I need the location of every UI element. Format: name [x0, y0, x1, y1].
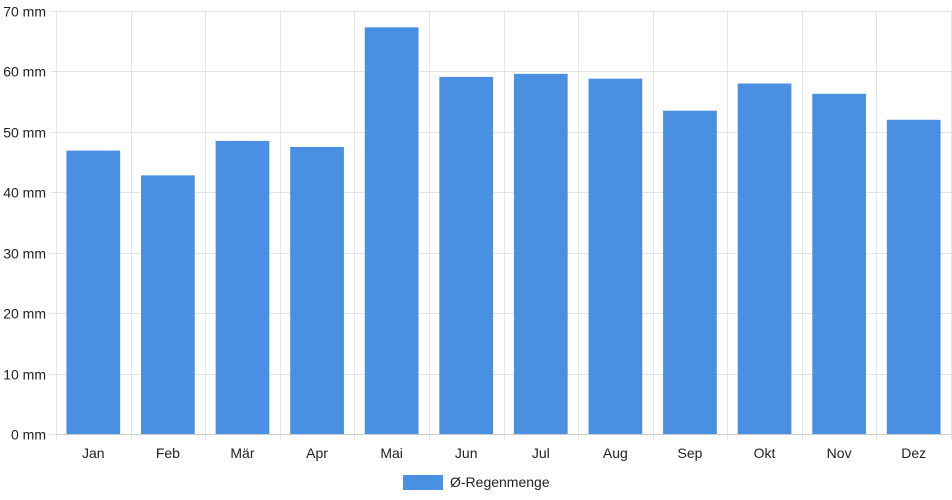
bar-apr[interactable] — [290, 146, 344, 434]
y-tick-label: 70 mm — [3, 4, 46, 20]
y-axis-ticks: 0 mm 10 mm 20 mm 30 mm 40 mm 50 mm 60 mm 70 mm — [3, 4, 46, 443]
bar-nov[interactable] — [812, 93, 866, 434]
legend-label: Ø-Regenmenge — [450, 474, 550, 490]
y-tick-label: 40 mm — [3, 185, 46, 201]
x-tick-label: Feb — [156, 445, 180, 461]
bar-dez[interactable] — [886, 119, 941, 435]
x-tick-label: Okt — [754, 445, 776, 461]
x-tick-label: Dez — [901, 445, 926, 461]
grid — [50, 11, 952, 440]
y-tick-label: 60 mm — [3, 64, 46, 80]
x-tick-label: Sep — [677, 445, 702, 461]
x-tick-label: Jun — [455, 445, 478, 461]
bars — [66, 27, 941, 435]
bar-mär[interactable] — [215, 140, 270, 434]
y-tick-label: 50 mm — [3, 125, 46, 141]
bar-mai[interactable] — [364, 27, 419, 435]
legend-swatch — [403, 475, 443, 490]
y-tick-label: 0 mm — [11, 427, 46, 443]
bar-jun[interactable] — [439, 76, 494, 435]
bar-jul[interactable] — [513, 73, 568, 435]
bar-jan[interactable] — [66, 150, 121, 434]
x-tick-label: Apr — [306, 445, 328, 461]
y-tick-label: 20 mm — [3, 306, 46, 322]
y-tick-label: 30 mm — [3, 246, 46, 262]
bar-okt[interactable] — [737, 83, 792, 434]
bar-sep[interactable] — [663, 110, 717, 434]
x-tick-label: Mär — [230, 445, 254, 461]
x-tick-label: Mai — [380, 445, 403, 461]
y-tick-label: 10 mm — [3, 367, 46, 383]
x-tick-label: Nov — [827, 445, 852, 461]
x-axis-ticks: Jan Feb Mär Apr Mai Jun Jul Aug Sep Okt Nov Dez — [82, 445, 926, 461]
bar-feb[interactable] — [141, 175, 195, 434]
x-tick-label: Aug — [603, 445, 628, 461]
x-tick-label: Jan — [82, 445, 105, 461]
legend[interactable]: Ø-Regenmenge — [403, 474, 550, 490]
x-tick-label: Jul — [532, 445, 550, 461]
bar-aug[interactable] — [588, 78, 643, 435]
